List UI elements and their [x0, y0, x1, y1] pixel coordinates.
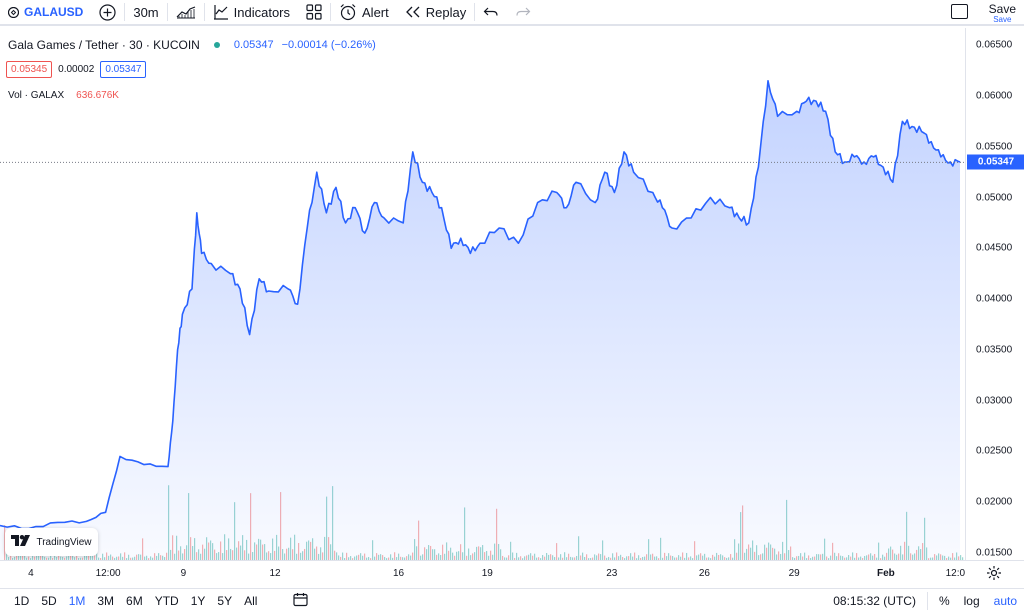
- range-button-1m[interactable]: 1M: [68, 593, 86, 608]
- symbol-search[interactable]: GALAUSD: [0, 0, 91, 25]
- alarm-clock-icon: [339, 3, 357, 21]
- range-button-5y[interactable]: 5Y: [217, 593, 233, 608]
- price-axis[interactable]: 0.06500 0.06000 0.05500 0.05000 0.04500 0.040…: [965, 28, 1024, 560]
- time-axis-label: 12: [269, 568, 281, 579]
- save-sublabel[interactable]: Save: [993, 14, 1012, 24]
- interval-button[interactable]: 30m: [125, 0, 166, 25]
- top-toolbar: GALAUSD 30m Indicators: [0, 0, 1024, 26]
- clock-display[interactable]: 08:15:32 (UTC): [833, 594, 916, 608]
- divider: [203, 3, 205, 21]
- undo-button[interactable]: [475, 0, 507, 25]
- rewind-icon: [405, 6, 421, 18]
- alert-button[interactable]: Alert: [331, 0, 397, 25]
- range-button-3m[interactable]: 3M: [97, 593, 115, 608]
- current-price-tag: 0.05347: [967, 154, 1024, 170]
- log-toggle[interactable]: log: [963, 594, 980, 608]
- kucoin-icon: [8, 6, 19, 18]
- price-axis-label: 0.06000: [976, 90, 1013, 102]
- time-axis-label: 19: [481, 568, 493, 579]
- sell-button[interactable]: 0.05345: [6, 61, 53, 78]
- save-label[interactable]: Save: [988, 1, 1016, 16]
- range-button-1y[interactable]: 1Y: [190, 593, 206, 608]
- indicators-button[interactable]: Indicators: [205, 0, 298, 25]
- volume-legend: Vol · GALAX 636.676K: [8, 90, 119, 101]
- price-axis-label: 0.03000: [976, 395, 1013, 407]
- time-axis-label: 4: [28, 568, 34, 579]
- date-range-icon[interactable]: [293, 592, 309, 610]
- replay-label[interactable]: Replay: [425, 4, 467, 20]
- tradingview-text: TradingView: [36, 536, 92, 548]
- market-open-icon: [213, 42, 220, 48]
- compare-button[interactable]: [91, 0, 124, 25]
- plus-circle-icon: [99, 3, 116, 21]
- replay-button[interactable]: Replay: [397, 0, 474, 25]
- chart-type-button[interactable]: [168, 0, 204, 25]
- price-axis-label: 0.02500: [976, 445, 1013, 457]
- chart-legend: Gala Games / Tether · 30 · KUCOIN 0.0534…: [8, 38, 376, 52]
- buy-button[interactable]: 0.05347: [100, 61, 147, 78]
- time-axis-label: 12:0: [945, 568, 966, 579]
- legend-title[interactable]: Gala Games / Tether · 30 · KUCOIN: [8, 38, 200, 52]
- time-axis-label: 29: [788, 568, 800, 579]
- time-axis-label: 26: [698, 568, 710, 579]
- time-axis-label: 9: [180, 568, 187, 579]
- price-axis-label: 0.02000: [976, 496, 1013, 508]
- bottom-right-controls: 08:15:32 (UTC) % log auto: [826, 589, 1024, 612]
- range-button-ytd[interactable]: YTD: [154, 593, 179, 608]
- settings-gear-icon[interactable]: [986, 565, 1002, 581]
- tradingview-logo[interactable]: TradingView: [5, 528, 98, 556]
- legend-change: −0.00014 (−0.26%): [281, 39, 376, 51]
- undo-icon: [483, 6, 499, 18]
- time-axis-label: 23: [606, 568, 618, 579]
- volume-label[interactable]: Vol · GALAX: [8, 90, 65, 101]
- time-axis-label: Feb: [876, 568, 895, 579]
- bottom-bar: 1D 5D 1M 3M 6M YTD 1Y 5Y All 08:15:32 (UTC) % lo…: [0, 588, 1024, 612]
- price-chart[interactable]: [0, 28, 965, 560]
- layout-templates-button[interactable]: [298, 0, 330, 25]
- price-axis-label: 0.05000: [976, 192, 1013, 204]
- tradingview-icon: [11, 535, 31, 549]
- price-line: [0, 80, 961, 530]
- divider: [166, 3, 168, 21]
- price-axis-label: 0.04000: [976, 293, 1013, 305]
- price-axis-label: 0.06500: [976, 39, 1013, 51]
- area-chart-icon: [176, 5, 196, 19]
- divider: [124, 3, 126, 21]
- symbol-label[interactable]: GALAUSD: [24, 5, 84, 19]
- range-button-all[interactable]: All: [244, 593, 258, 608]
- time-axis[interactable]: 4 12:00 9 12 16 19 23 26 29 Feb 12:0: [0, 560, 1024, 586]
- interval-label[interactable]: 30m: [133, 4, 159, 20]
- quote-row: 0.05345 0.00002 0.05347: [6, 61, 147, 78]
- range-button-5d[interactable]: 5D: [41, 593, 57, 608]
- redo-button[interactable]: [507, 0, 539, 25]
- alert-label[interactable]: Alert: [362, 4, 389, 20]
- price-axis-label: 0.05500: [976, 141, 1013, 153]
- auto-toggle[interactable]: auto: [993, 594, 1017, 608]
- fullscreen-icon[interactable]: [951, 4, 968, 19]
- indicators-icon: [213, 4, 229, 20]
- volume-bar: [962, 557, 964, 560]
- indicators-label[interactable]: Indicators: [233, 4, 291, 20]
- grid-icon: [306, 4, 322, 20]
- divider: [474, 3, 476, 21]
- price-axis-label: 0.04500: [976, 242, 1013, 254]
- time-axis-label: 16: [392, 568, 405, 579]
- divider: [330, 3, 332, 21]
- price-axis-label: 0.03500: [976, 344, 1013, 356]
- range-button-1d[interactable]: 1D: [14, 593, 30, 608]
- divider: [926, 592, 928, 610]
- save-button[interactable]: Save Save: [989, 0, 1016, 26]
- legend-price: 0.05347: [233, 39, 274, 51]
- time-axis-label: 12:00: [95, 568, 121, 579]
- price-area: [0, 80, 960, 560]
- percent-toggle[interactable]: %: [938, 594, 950, 608]
- volume-bar: [960, 555, 962, 560]
- range-selector: 1D 5D 1M 3M 6M YTD 1Y 5Y All: [0, 594, 263, 608]
- redo-icon: [515, 6, 531, 18]
- range-button-6m[interactable]: 6M: [126, 593, 143, 608]
- price-axis-label: 0.01500: [976, 547, 1013, 559]
- volume-value: 636.676K: [76, 90, 119, 101]
- spread-value: 0.00002: [58, 64, 95, 75]
